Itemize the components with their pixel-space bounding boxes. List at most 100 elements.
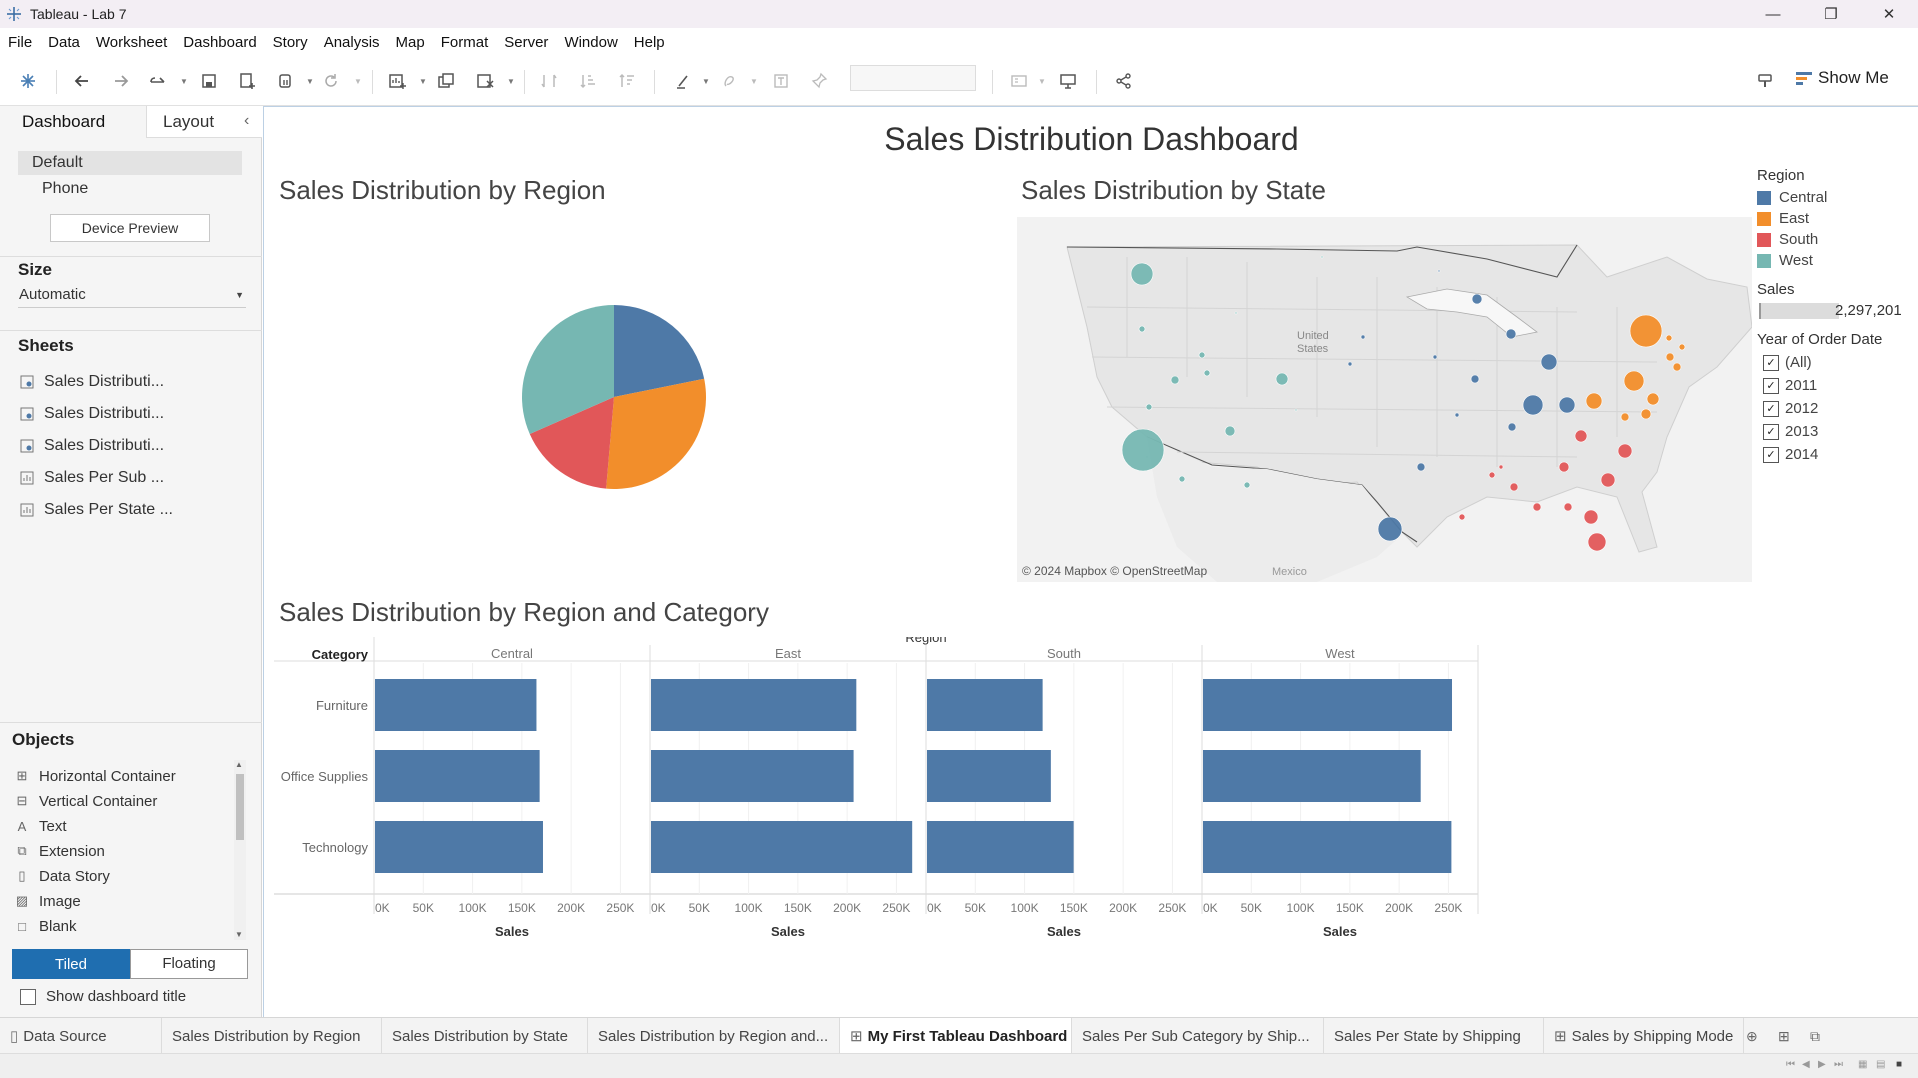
- bar-south-technology[interactable]: [927, 821, 1074, 873]
- minimize-button[interactable]: —: [1765, 5, 1781, 23]
- previous-sheet-icon[interactable]: ◀: [1802, 1059, 1810, 1070]
- size-dropdown[interactable]: Automatic ▼: [18, 286, 246, 308]
- map-bubble[interactable]: [1224, 425, 1236, 437]
- map-bubble[interactable]: [1471, 293, 1483, 305]
- device-default[interactable]: Default: [18, 151, 242, 175]
- map-bubble[interactable]: [1243, 481, 1251, 489]
- legend-item-east[interactable]: East: [1757, 208, 1917, 229]
- chevron-down-icon[interactable]: ▼: [306, 77, 314, 86]
- tab-sheet[interactable]: Sales Per Sub Category by Ship...: [1072, 1018, 1324, 1054]
- object-data-story[interactable]: ▯ Data Story: [14, 866, 109, 886]
- map-bubble[interactable]: [1505, 328, 1517, 340]
- object-text[interactable]: A Text: [14, 816, 67, 836]
- map-bubble[interactable]: [1585, 392, 1603, 410]
- last-sheet-icon[interactable]: ⏭: [1834, 1059, 1843, 1070]
- year-filter-2013[interactable]: ✓ 2013: [1757, 420, 1917, 443]
- chevron-down-icon[interactable]: ▼: [750, 77, 758, 86]
- scroll-up-icon[interactable]: ▲: [235, 760, 243, 769]
- show-tabs-icon[interactable]: ▤: [1876, 1059, 1886, 1070]
- map-bubble[interactable]: [1437, 269, 1441, 273]
- chevron-down-icon[interactable]: ▼: [702, 77, 710, 86]
- checkbox-checked-icon[interactable]: ✓: [1763, 354, 1779, 371]
- tab-layout[interactable]: Layout: [146, 106, 262, 138]
- menu-window[interactable]: Window: [564, 33, 618, 51]
- collapse-panel-icon[interactable]: ‹: [244, 112, 250, 129]
- restore-button[interactable]: ❐: [1824, 6, 1838, 23]
- chevron-down-icon[interactable]: ▼: [180, 77, 188, 86]
- map-bubble[interactable]: [1522, 394, 1544, 416]
- show-cards-icon[interactable]: [1006, 69, 1032, 93]
- map-bubble[interactable]: [1640, 408, 1652, 420]
- map-bubble[interactable]: [1360, 334, 1366, 340]
- tableau-home-icon[interactable]: [15, 69, 41, 93]
- tab-sheet[interactable]: ⊞ Sales by Shipping Mode: [1544, 1018, 1744, 1054]
- bar-central-office-supplies[interactable]: [375, 750, 540, 802]
- map-bubble[interactable]: [1320, 255, 1324, 259]
- show-sheet-sorter-icon[interactable]: ■: [1896, 1059, 1903, 1070]
- pie-slice-east[interactable]: [606, 378, 706, 489]
- tiled-button[interactable]: Tiled: [12, 949, 130, 979]
- year-filter-2014[interactable]: ✓ 2014: [1757, 443, 1917, 466]
- checkbox-icon[interactable]: [20, 988, 36, 1005]
- share-icon[interactable]: [1111, 69, 1137, 93]
- map-bubble[interactable]: [1583, 509, 1599, 525]
- object-vertical-container[interactable]: ⊟ Vertical Container: [14, 791, 158, 811]
- scroll-down-icon[interactable]: ▼: [235, 930, 243, 939]
- sort-descending-icon[interactable]: [614, 69, 640, 93]
- new-sheet-icon[interactable]: [384, 69, 410, 93]
- year-filter-all[interactable]: ✓ (All): [1757, 351, 1917, 374]
- tab-sheet[interactable]: Sales Distribution by State: [382, 1018, 588, 1054]
- map-bubble[interactable]: [1600, 472, 1616, 488]
- pin-icon[interactable]: [806, 69, 832, 93]
- map-bubble[interactable]: [1454, 412, 1460, 418]
- menu-map[interactable]: Map: [395, 33, 425, 51]
- map-bubble[interactable]: [1507, 422, 1517, 432]
- chevron-down-icon[interactable]: ▼: [419, 77, 427, 86]
- close-button[interactable]: ✕: [1882, 6, 1896, 23]
- new-dashboard-icon[interactable]: ⊞: [1778, 1028, 1790, 1044]
- sheet-item[interactable]: Sales Per Sub ...: [20, 467, 164, 489]
- bar-west-technology[interactable]: [1203, 821, 1452, 873]
- bar-south-office-supplies[interactable]: [927, 750, 1051, 802]
- legend-item-central[interactable]: Central: [1757, 187, 1917, 208]
- tab-dashboard[interactable]: Dashboard: [0, 106, 146, 138]
- bar-east-furniture[interactable]: [651, 679, 857, 731]
- highlight-icon[interactable]: [670, 69, 696, 93]
- map-bubble[interactable]: [1198, 351, 1206, 359]
- map-bubble[interactable]: [1347, 361, 1353, 367]
- device-phone[interactable]: Phone: [42, 180, 89, 197]
- new-story-icon[interactable]: ⧉: [1810, 1028, 1820, 1044]
- menu-dashboard[interactable]: Dashboard: [183, 33, 257, 51]
- tab-data-source[interactable]: ▯ Data Source: [0, 1018, 162, 1054]
- redo-icon[interactable]: [108, 69, 134, 93]
- map-bubble[interactable]: [1377, 516, 1403, 542]
- pie-slice-west[interactable]: [522, 305, 614, 434]
- map-bubble[interactable]: [1587, 532, 1607, 552]
- checkbox-checked-icon[interactable]: ✓: [1763, 377, 1779, 394]
- map-bubble[interactable]: [1178, 475, 1186, 483]
- map-bubble[interactable]: [1617, 443, 1633, 459]
- floating-button[interactable]: Floating: [130, 949, 248, 979]
- scrollbar-thumb[interactable]: [236, 774, 244, 840]
- bar-central-technology[interactable]: [375, 821, 543, 873]
- map-bubble[interactable]: [1498, 464, 1504, 470]
- format-painter-icon[interactable]: [1752, 69, 1778, 93]
- bar-central-furniture[interactable]: [375, 679, 537, 731]
- menu-data[interactable]: Data: [48, 33, 80, 51]
- tab-sheet[interactable]: Sales Distribution by Region and...: [588, 1018, 840, 1054]
- checkbox-checked-icon[interactable]: ✓: [1763, 400, 1779, 417]
- presentation-mode-icon[interactable]: [1055, 69, 1081, 93]
- undo-icon[interactable]: [69, 69, 95, 93]
- sheet-item[interactable]: Sales Per State ...: [20, 499, 173, 521]
- duplicate-sheet-icon[interactable]: [433, 69, 459, 93]
- map-bubble[interactable]: [1470, 374, 1480, 384]
- swap-rows-columns-icon[interactable]: [536, 69, 562, 93]
- group-members-icon[interactable]: [716, 69, 742, 93]
- map-bubble[interactable]: [1558, 396, 1576, 414]
- map-bubble[interactable]: [1145, 403, 1153, 411]
- pie-slice-central[interactable]: [614, 305, 705, 397]
- map-bubble[interactable]: [1234, 311, 1238, 315]
- map-bubble[interactable]: [1629, 314, 1663, 348]
- checkbox-checked-icon[interactable]: ✓: [1763, 446, 1779, 463]
- sheet-item[interactable]: Sales Distributi...: [20, 371, 164, 393]
